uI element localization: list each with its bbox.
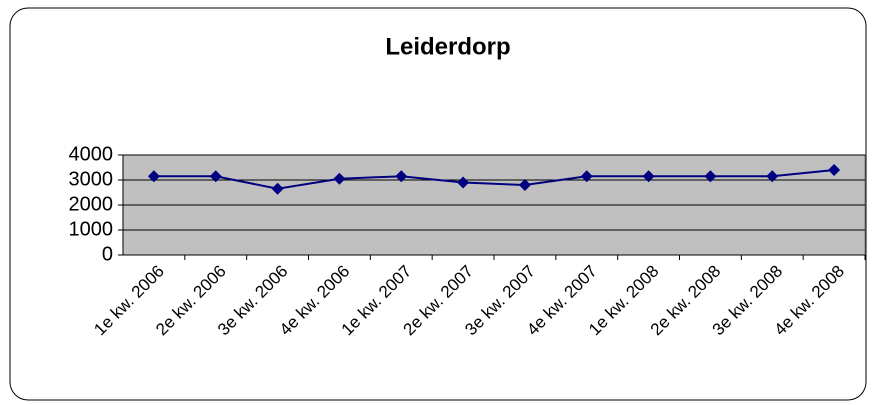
marker [209, 170, 222, 183]
y-tick-label: 0 [102, 243, 113, 265]
chart-title: Leiderdorp [385, 33, 510, 60]
marker [766, 170, 779, 183]
marker [642, 170, 655, 183]
marker [147, 170, 160, 183]
marker [395, 170, 408, 183]
marker [704, 170, 717, 183]
y-tick-label: 1000 [69, 218, 114, 240]
y-tick-label: 4000 [69, 143, 114, 165]
line [153, 169, 835, 190]
y-tick-label: 3000 [69, 168, 114, 190]
marker [518, 179, 531, 191]
y-tick-label: 2000 [69, 193, 114, 215]
marker [828, 164, 841, 176]
marker [333, 172, 346, 185]
marker [457, 176, 470, 189]
marker [271, 182, 284, 195]
marker [580, 170, 593, 183]
